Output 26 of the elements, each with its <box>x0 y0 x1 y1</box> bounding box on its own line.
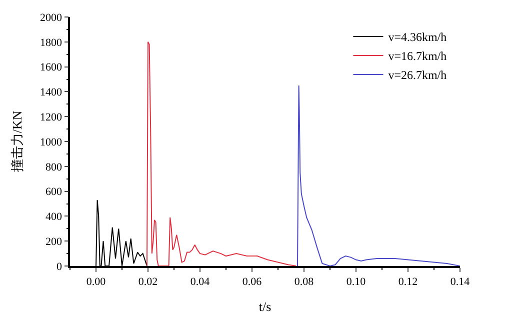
x-tick-label: 0.08 <box>294 276 314 288</box>
y-axis-title: 撞击力/KN <box>10 110 24 172</box>
x-tick-label: 0.14 <box>450 276 470 288</box>
x-axis-title: t/s <box>258 299 272 314</box>
y-tick-label: 1000 <box>40 136 63 148</box>
y-tick-label: 200 <box>46 236 63 248</box>
y-tick-label: 1800 <box>40 36 63 49</box>
y-tick-label: 600 <box>46 186 63 198</box>
x-tick-label: 0.02 <box>138 276 158 288</box>
y-tick-label: 2000 <box>40 12 63 24</box>
y-tick-label: 400 <box>46 211 63 224</box>
x-tick-label: 0.00 <box>86 276 106 288</box>
line-series <box>146 41 297 266</box>
x-tick-label: 0.04 <box>190 276 210 288</box>
x-tick-label: 0.12 <box>398 276 418 288</box>
y-tick-label: 0 <box>56 260 63 273</box>
legend-label: v=26.7km/h <box>388 68 447 82</box>
x-tick-label: 0.06 <box>242 276 262 288</box>
line-series <box>297 84 460 266</box>
y-tick-label: 1600 <box>40 62 63 74</box>
y-tick-label: 1200 <box>40 111 63 124</box>
legend-label: v=4.36km/h <box>388 30 447 44</box>
x-tick-label: 0.10 <box>346 276 366 288</box>
y-tick-label: 800 <box>46 161 63 174</box>
legend-label: v=16.7km/h <box>388 49 447 64</box>
y-tick-label: 1400 <box>40 86 63 99</box>
